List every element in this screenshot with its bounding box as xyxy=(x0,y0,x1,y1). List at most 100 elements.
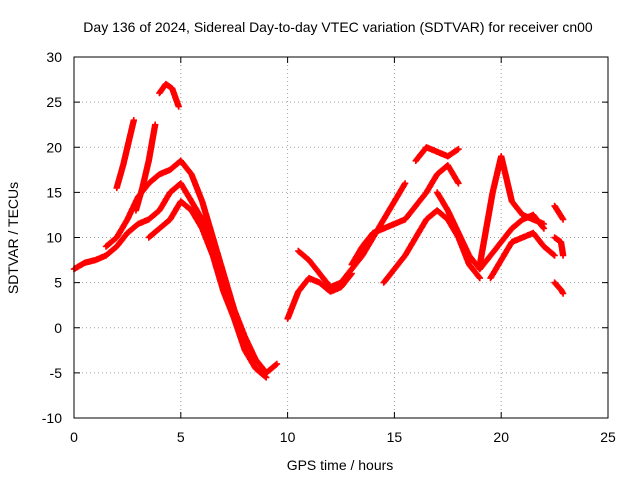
chart-title: Day 136 of 2024, Sidereal Day-to-day VTE… xyxy=(83,19,593,35)
series-track-13 xyxy=(476,153,548,268)
data-point xyxy=(457,232,460,234)
data-point xyxy=(414,159,417,162)
data-point xyxy=(532,232,535,234)
data-point xyxy=(511,227,513,230)
data-point xyxy=(329,286,332,288)
data-point xyxy=(212,254,214,257)
data-point xyxy=(393,223,396,225)
data-point xyxy=(154,123,156,126)
data-point xyxy=(201,218,203,221)
y-tick-label: 30 xyxy=(46,49,62,65)
data-point xyxy=(553,254,556,257)
data-point xyxy=(543,223,545,225)
data-point xyxy=(436,150,438,153)
data-point xyxy=(521,218,524,221)
data-point xyxy=(447,164,449,167)
data-point xyxy=(265,372,268,374)
x-tick-label: 10 xyxy=(280,429,296,445)
data-point xyxy=(297,290,300,293)
series-track-16 xyxy=(551,202,567,223)
series-track-7 xyxy=(284,270,355,322)
data-point xyxy=(361,254,364,257)
data-point xyxy=(447,209,449,212)
data-point xyxy=(169,218,171,221)
data-point xyxy=(158,92,161,94)
data-point xyxy=(147,218,150,221)
data-point xyxy=(212,236,214,239)
data-point xyxy=(425,218,428,221)
data-point xyxy=(147,159,150,162)
data-point xyxy=(372,232,374,234)
data-point xyxy=(382,281,385,284)
data-point xyxy=(382,227,385,230)
y-tick-label: 10 xyxy=(46,230,62,246)
data-point xyxy=(254,367,257,370)
data-point xyxy=(141,187,144,189)
data-point xyxy=(447,218,449,221)
data-point xyxy=(350,263,353,266)
data-point xyxy=(500,155,503,158)
data-point xyxy=(447,155,449,158)
data-point xyxy=(393,268,396,270)
data-points xyxy=(70,80,567,381)
y-tick-labels: -10 -5 0 5 10 15 20 25 30 xyxy=(42,49,62,426)
data-point xyxy=(133,119,135,121)
data-point xyxy=(489,254,492,257)
data-point xyxy=(126,232,129,234)
series-track-11 xyxy=(412,144,462,164)
axis-ticks xyxy=(73,56,609,419)
data-point xyxy=(254,358,257,361)
x-tick-label: 5 xyxy=(177,429,185,445)
data-point xyxy=(340,286,342,288)
data-point xyxy=(329,290,332,293)
y-tick-label: 0 xyxy=(54,320,62,336)
data-point xyxy=(491,191,494,194)
data-point xyxy=(297,250,300,252)
data-point xyxy=(190,209,193,212)
data-point xyxy=(318,272,321,275)
data-point xyxy=(122,164,124,167)
data-point xyxy=(543,227,545,230)
series-track-9 xyxy=(348,162,462,268)
data-point xyxy=(468,254,470,257)
x-tick-labels: 0 5 10 15 20 25 xyxy=(70,429,616,445)
data-point xyxy=(180,182,182,185)
data-point xyxy=(83,261,86,264)
data-point xyxy=(521,214,524,216)
data-point xyxy=(222,272,225,275)
data-point xyxy=(201,200,203,203)
x-axis-label: GPS time / hours xyxy=(287,457,394,473)
data-point xyxy=(479,268,481,270)
data-point xyxy=(553,281,556,284)
data-point xyxy=(500,259,503,261)
data-point xyxy=(265,376,268,379)
series-track-4 xyxy=(132,121,159,214)
data-point xyxy=(500,241,503,243)
data-point xyxy=(276,363,278,365)
data-point xyxy=(560,241,562,243)
data-point xyxy=(177,105,180,108)
data-point xyxy=(532,218,535,221)
data-point xyxy=(414,236,417,239)
data-point xyxy=(511,200,513,203)
data-point xyxy=(562,218,564,221)
data-point xyxy=(350,268,353,270)
y-tick-label: 20 xyxy=(46,139,62,155)
data-point xyxy=(180,159,182,162)
x-tick-label: 25 xyxy=(600,429,616,445)
data-point xyxy=(128,137,131,140)
data-point xyxy=(414,205,417,207)
data-point xyxy=(115,187,118,189)
data-point xyxy=(382,218,385,221)
data-point xyxy=(158,209,161,212)
data-point xyxy=(308,259,310,261)
x-tick-label: 15 xyxy=(387,429,403,445)
series-track-14 xyxy=(487,229,558,282)
data-point xyxy=(404,218,406,221)
data-point xyxy=(115,236,118,239)
data-point xyxy=(158,227,161,230)
data-point xyxy=(115,245,118,248)
data-point xyxy=(147,182,150,185)
